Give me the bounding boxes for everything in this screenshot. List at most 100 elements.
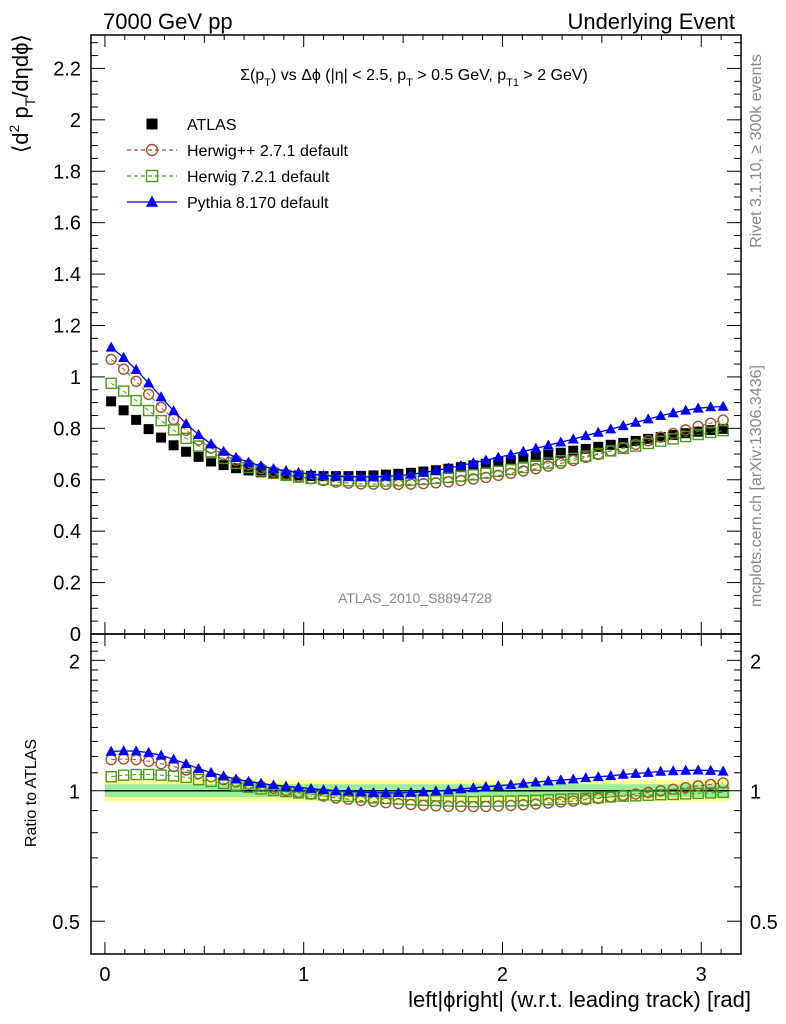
ratio-point-pythia-8-170-default bbox=[392, 787, 404, 798]
ratio-point-pythia-8-170-default bbox=[367, 786, 379, 797]
point-herwig-7-2-1-default bbox=[617, 442, 629, 455]
process-label: Underlying Event bbox=[567, 9, 735, 34]
point-pythia-8-170-default bbox=[592, 426, 604, 437]
point-pythia-8-170-default bbox=[580, 430, 592, 441]
ratio-point-herwig-7-2-1-default bbox=[667, 788, 679, 801]
legend-label-pythia-8-170-default: Pythia 8.170 default bbox=[187, 195, 329, 212]
ratio-point-pythia-8-170-default bbox=[617, 768, 629, 779]
point-atlas bbox=[256, 467, 267, 478]
ratio-point-herwig-7-2-1-default bbox=[117, 769, 130, 781]
ratio-point-herwig-7-2-1-default bbox=[617, 790, 629, 802]
ratio-point-pythia-8-170-default bbox=[567, 773, 579, 784]
point-pythia-8-170-default bbox=[280, 465, 292, 476]
point-pythia-8-170-default bbox=[480, 454, 492, 465]
svg-text:Σ(pT) vs Δϕ (|η| < 2.5, pT > 0: Σ(pT) vs Δϕ (|η| < 2.5, pT > 0.5 GeV, pT… bbox=[240, 67, 588, 89]
point-atlas bbox=[193, 451, 204, 462]
point-pythia-8-170-default bbox=[705, 401, 717, 412]
y-tick-label: 1 bbox=[70, 367, 81, 389]
ratio-point-herwig-7-2-1-default bbox=[492, 795, 505, 807]
ratio-data-layer bbox=[105, 745, 729, 813]
ratio-point-herwig-7-2-1-default bbox=[580, 792, 592, 804]
ratio-point-pythia-8-170-default bbox=[180, 758, 192, 769]
point-herwig-7-2-1-default bbox=[654, 435, 667, 447]
point-pythia-8-170-default bbox=[118, 351, 130, 362]
ratio-point-pythia-8-170-default bbox=[218, 770, 230, 781]
legend-marker-herwig-2-7-1-default bbox=[145, 143, 159, 157]
ratio-point-pythia-8-170-default bbox=[705, 764, 717, 775]
rivet-label: Rivet 3.1.10, ≥ 300k events bbox=[748, 54, 765, 248]
point-pythia-8-170-default bbox=[155, 391, 167, 402]
point-pythia-8-170-default bbox=[567, 433, 579, 444]
point-herwig-7-2-1-default bbox=[717, 424, 729, 437]
axis-ticks bbox=[91, 35, 741, 954]
y-tick-label: 0 bbox=[70, 624, 81, 646]
point-herwig-7-2-1-default bbox=[505, 463, 517, 476]
ratio-point-pythia-8-170-default bbox=[143, 746, 155, 757]
ratio-point-herwig-7-2-1-default bbox=[192, 773, 205, 786]
ratio-point-pythia-8-170-default bbox=[255, 777, 267, 788]
y-tick-label: 2.2 bbox=[53, 58, 81, 80]
x-tick-label: 0 bbox=[99, 964, 110, 986]
point-herwig-2-7-1-default bbox=[704, 417, 717, 429]
point-pythia-8-170-default bbox=[467, 457, 479, 468]
point-atlas bbox=[106, 396, 117, 407]
ratio-point-pythia-8-170-default bbox=[342, 785, 354, 796]
ratio-point-pythia-8-170-default bbox=[642, 766, 654, 777]
point-pythia-8-170-default bbox=[143, 377, 155, 388]
ratio-line-herwig-7-2-1-default bbox=[111, 774, 724, 803]
point-herwig-7-2-1-default bbox=[467, 469, 480, 481]
x-tick-label: 3 bbox=[696, 964, 707, 986]
point-atlas bbox=[143, 424, 154, 435]
point-pythia-8-170-default bbox=[180, 417, 192, 429]
point-pythia-8-170-default bbox=[330, 470, 342, 481]
point-pythia-8-170-default bbox=[205, 438, 217, 449]
ratio-point-pythia-8-170-default bbox=[717, 765, 729, 776]
point-pythia-8-170-default bbox=[105, 341, 117, 352]
point-atlas bbox=[218, 460, 229, 471]
point-atlas bbox=[530, 451, 541, 462]
ratio-point-pythia-8-170-default bbox=[655, 765, 667, 776]
ratio-point-pythia-8-170-default bbox=[193, 762, 205, 773]
ratio-point-herwig-7-2-1-default bbox=[155, 769, 167, 781]
mcplots-label: mcplots.cern.ch [arXiv:1306.3436] bbox=[748, 365, 765, 607]
ratio-point-pythia-8-170-default bbox=[442, 784, 454, 795]
point-atlas bbox=[580, 443, 591, 454]
point-pythia-8-170-default bbox=[542, 439, 554, 450]
point-pythia-8-170-default bbox=[405, 468, 417, 479]
point-atlas bbox=[655, 432, 666, 443]
point-pythia-8-170-default bbox=[505, 448, 517, 459]
ratio-point-pythia-8-170-default bbox=[517, 777, 529, 788]
point-herwig-7-2-1-default bbox=[592, 447, 604, 460]
ratio-point-herwig-7-2-1-default bbox=[630, 790, 642, 802]
point-atlas bbox=[718, 423, 729, 434]
point-herwig-7-2-1-default bbox=[480, 467, 492, 479]
ratio-point-pythia-8-170-default bbox=[555, 774, 567, 785]
ratio-point-herwig-7-2-1-default bbox=[430, 794, 442, 807]
ratio-point-pythia-8-170-default bbox=[155, 749, 167, 760]
ratio-point-pythia-8-170-default bbox=[168, 753, 180, 764]
point-atlas bbox=[555, 447, 566, 458]
point-atlas bbox=[568, 445, 579, 456]
ratio-tick-label-right: 1 bbox=[750, 782, 761, 804]
point-herwig-7-2-1-default bbox=[517, 461, 530, 474]
point-pythia-8-170-default bbox=[617, 420, 629, 431]
ratio-point-herwig-7-2-1-default bbox=[542, 793, 554, 806]
legend-marker-atlas bbox=[146, 118, 158, 130]
ratio-point-pythia-8-170-default bbox=[330, 784, 342, 796]
point-herwig-7-2-1-default bbox=[667, 433, 679, 445]
point-herwig-7-2-1-default bbox=[492, 465, 505, 477]
ratio-point-pythia-8-170-default bbox=[530, 776, 542, 787]
ratio-point-pythia-8-170-default bbox=[430, 785, 442, 796]
ratio-point-pythia-8-170-default bbox=[205, 766, 217, 777]
point-pythia-8-170-default bbox=[642, 413, 654, 424]
y-tick-label: 0.4 bbox=[53, 521, 81, 543]
ratio-tick-label: 0.5 bbox=[52, 912, 80, 934]
ratio-tick-label-right: 2 bbox=[750, 651, 761, 673]
point-herwig-7-2-1-default bbox=[679, 430, 692, 443]
ratio-point-herwig-7-2-1-default bbox=[105, 771, 117, 783]
y-tick-label: 1.8 bbox=[53, 161, 81, 183]
ratio-point-herwig-7-2-1-default bbox=[455, 795, 467, 807]
point-atlas bbox=[268, 468, 279, 479]
ratio-point-pythia-8-170-default bbox=[105, 745, 117, 756]
point-atlas bbox=[668, 430, 679, 441]
